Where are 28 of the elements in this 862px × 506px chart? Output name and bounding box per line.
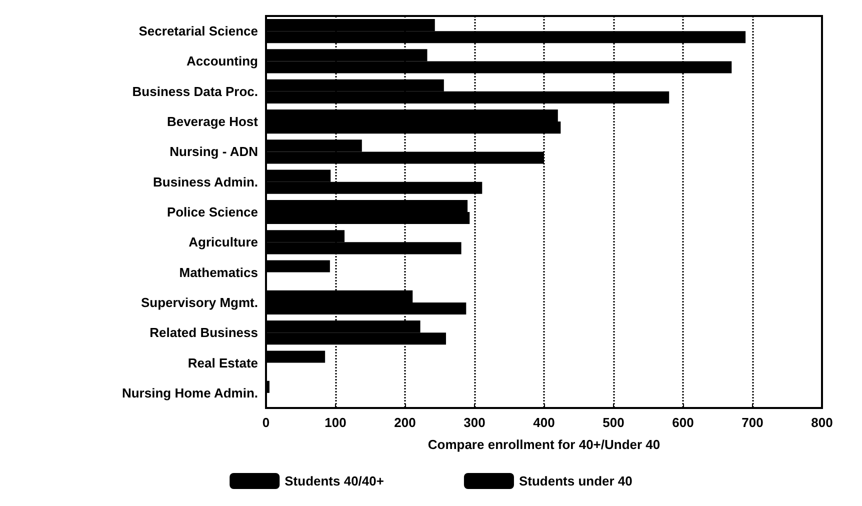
x-tick-label: 300 (464, 415, 486, 430)
x-tick-label: 100 (324, 415, 346, 430)
y-tick-label: Agriculture (188, 234, 258, 250)
y-tick-label: Business Admin. (153, 174, 258, 190)
y-tick-label: Supervisory Mgmt. (140, 294, 258, 310)
bar (266, 380, 270, 393)
legend-label: Students under 40 (518, 474, 632, 488)
y-tick-label: Beverage Host (166, 114, 259, 130)
x-tick-label: 400 (533, 415, 555, 430)
x-tick-label: 200 (394, 415, 416, 430)
legend-label: Students 40/40+ (284, 474, 384, 488)
x-tick-label: 500 (602, 415, 624, 430)
x-axis-title: Compare enrollment for 40+/Under 40 (428, 437, 660, 452)
x-tick-label: 600 (672, 415, 694, 430)
y-tick-label: Nursing - ADN (170, 144, 258, 160)
y-tick-label: Police Science (166, 204, 258, 220)
bar (266, 350, 326, 363)
y-tick-label: Business Data Proc. (132, 84, 258, 99)
y-tick-label: Accounting (186, 54, 258, 69)
y-tick-label: Nursing Home Admin. (122, 385, 258, 400)
y-tick-label: Related Business (150, 325, 258, 340)
y-tick-label: Secretarial Science (138, 24, 258, 39)
x-tick-label: 0 (262, 415, 270, 430)
y-tick-label: Real Estate (188, 355, 258, 370)
bar (266, 260, 330, 272)
y-tick-label: Mathematics (179, 264, 258, 280)
x-tick-label: 800 (811, 415, 833, 430)
x-tick-label: 700 (742, 415, 764, 430)
